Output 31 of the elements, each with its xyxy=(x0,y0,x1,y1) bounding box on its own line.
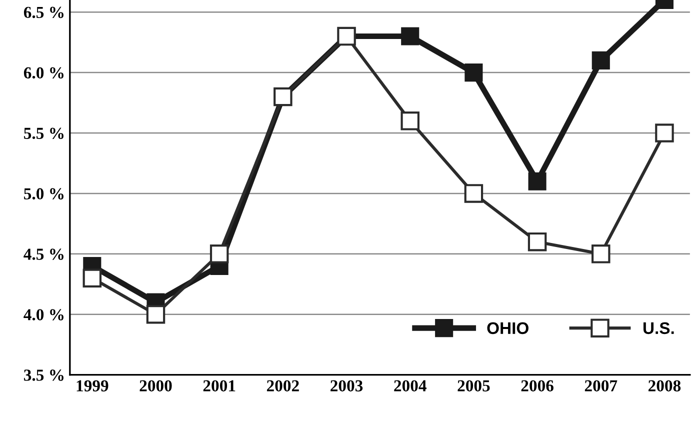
point xyxy=(464,184,484,203)
legend-label: U.S. xyxy=(644,322,674,334)
x-tick-label: 2008 xyxy=(648,380,681,392)
point xyxy=(464,64,483,82)
point xyxy=(210,244,229,264)
x-tick-label: 2001 xyxy=(203,380,236,392)
x-tick-label: 2000 xyxy=(140,380,172,392)
x-tick-label: 2004 xyxy=(394,380,426,392)
point xyxy=(528,232,547,252)
point xyxy=(82,268,102,288)
y-tick-label: 5.5 % xyxy=(24,128,64,140)
x-tick-label: 2003 xyxy=(330,380,363,392)
point xyxy=(655,124,674,142)
x-tick-label: 1999 xyxy=(76,380,108,392)
x-tick-label: 2007 xyxy=(584,380,618,392)
point xyxy=(528,172,546,190)
x-tick-label: 2006 xyxy=(521,380,554,392)
point xyxy=(401,27,420,46)
y-tick-label: 3.5 % xyxy=(24,370,64,381)
point xyxy=(146,305,166,324)
y-tick-label: 4.0 % xyxy=(24,309,64,320)
legend-label: OHIO xyxy=(487,322,528,334)
point xyxy=(592,51,610,70)
y-tick-label: 5.0 % xyxy=(24,188,64,200)
x-tick-label: 2002 xyxy=(266,380,299,392)
point xyxy=(592,244,610,264)
x-tick-label: 2005 xyxy=(458,380,490,392)
y-tick-label: 4.5 % xyxy=(24,248,64,260)
y-tick-label: 6.5 % xyxy=(24,6,64,18)
point xyxy=(400,112,420,130)
y-tick-label: 6.0 % xyxy=(24,67,64,79)
